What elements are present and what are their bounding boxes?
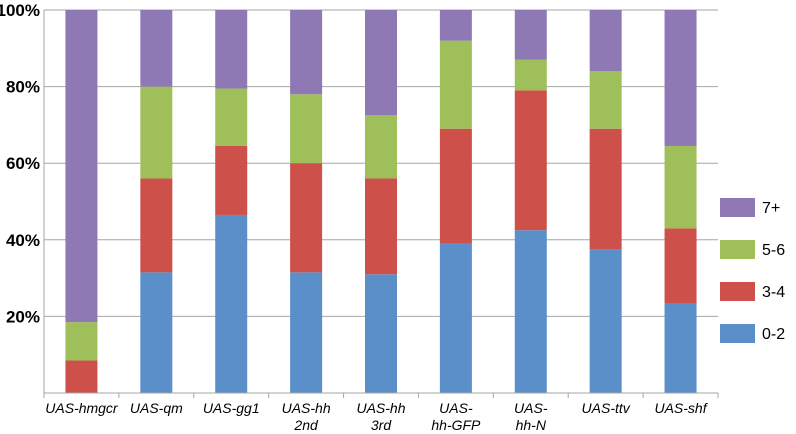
bar-series <box>65 10 697 393</box>
bar-segment <box>365 115 397 179</box>
bar-segment <box>439 10 472 41</box>
bar-segment <box>439 128 472 244</box>
bar-segment <box>65 322 98 361</box>
x-tick-label: UAS-hmgcr <box>45 400 119 416</box>
bar-segment <box>290 272 323 393</box>
bar-segment <box>290 94 323 164</box>
bar-segment <box>140 10 173 87</box>
legend-label: 3-4 <box>762 284 785 301</box>
bar-segment <box>514 10 547 60</box>
bar-segment <box>439 243 472 393</box>
bar-segment <box>439 40 472 129</box>
x-axis-ticks: UAS-hmgcr UAS-qm UAS-gg1 UAS-hh 2nd UAS-hh 3rd… <box>45 400 708 433</box>
legend-label: 5-6 <box>762 242 785 259</box>
legend-swatch <box>720 282 755 301</box>
x-tick-label: UAS-hh 2nd <box>282 400 331 433</box>
bar-segment <box>215 10 248 89</box>
bar-segment <box>365 10 397 116</box>
legend-swatch <box>720 198 755 217</box>
y-tick-label: 40% <box>6 231 40 250</box>
bar-segment <box>664 228 697 303</box>
bar-segment <box>65 360 98 393</box>
x-tick-label: UAS-ttv <box>582 400 631 416</box>
bar-segment <box>514 230 547 393</box>
bar-segment <box>664 10 697 146</box>
y-tick-label: 80% <box>6 78 40 97</box>
legend-swatch <box>720 324 755 343</box>
y-tick-label: 100% <box>0 1 40 20</box>
bar-segment <box>215 145 248 215</box>
legend-label: 0-2 <box>762 326 785 343</box>
bar-segment <box>215 214 248 393</box>
x-tick-label: UAS-shf <box>654 400 708 416</box>
bar-segment <box>589 10 622 72</box>
y-axis-ticks: 20% 40% 60% 80% 100% <box>0 1 40 326</box>
legend-label: 7+ <box>762 200 780 217</box>
bar-segment <box>140 86 173 179</box>
x-tick-label: UAS-hh 3rd <box>356 400 405 433</box>
x-tick-label: UAS-hh-N <box>514 400 548 433</box>
x-tick-label: UAS-hh-GFP <box>431 400 481 433</box>
bar-segment <box>664 302 697 393</box>
bar-segment <box>365 274 397 393</box>
bar-segment <box>65 10 98 323</box>
bar-segment <box>290 163 323 273</box>
bar-segment <box>290 10 323 95</box>
x-tick-label: UAS-qm <box>130 400 183 416</box>
bar-segment <box>140 272 173 393</box>
legend: 7+ 5-6 3-4 0-2 <box>720 198 785 343</box>
axes <box>43 10 719 398</box>
bar-segment <box>514 59 547 91</box>
bar-segment <box>215 88 248 146</box>
bar-segment <box>664 145 697 229</box>
bar-segment <box>140 178 173 273</box>
legend-swatch <box>720 240 755 259</box>
x-tick-label: UAS-gg1 <box>203 400 260 416</box>
bar-segment <box>589 71 622 129</box>
y-tick-label: 60% <box>6 154 40 173</box>
bar-segment <box>589 249 622 393</box>
bar-segment <box>514 90 547 231</box>
y-tick-label: 20% <box>6 307 40 326</box>
bar-segment <box>589 128 622 250</box>
bar-segment <box>365 178 397 275</box>
